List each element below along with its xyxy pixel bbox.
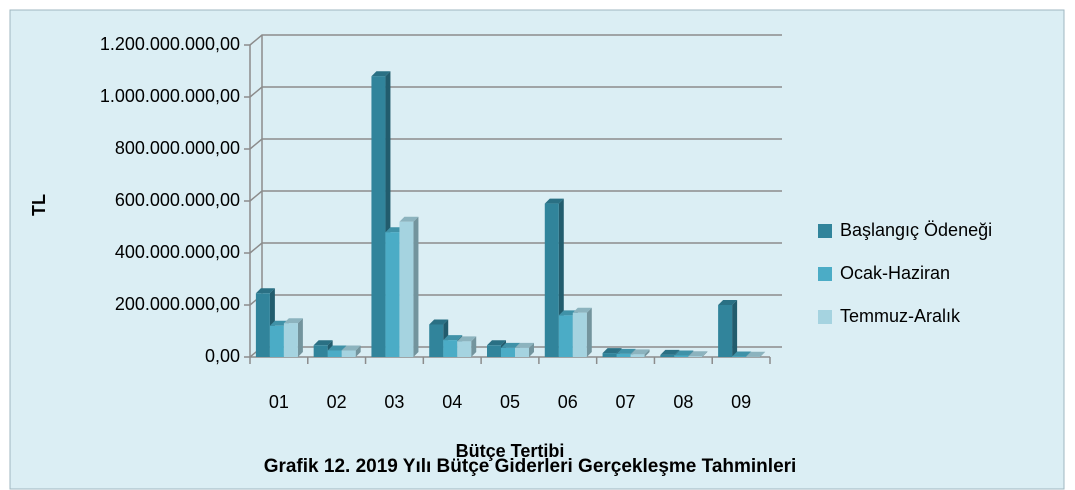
bar-top [674, 350, 694, 356]
bar-top [544, 198, 564, 204]
grid-line [249, 86, 782, 98]
bar [732, 356, 747, 357]
bar-side [760, 351, 766, 357]
legend-label: Temmuz-Aralık [840, 306, 961, 326]
bar-side [413, 216, 419, 357]
y-tick-label: 1.000.000.000,00 [100, 86, 240, 106]
bar [515, 347, 529, 357]
bar [602, 353, 617, 357]
bar-top [457, 336, 477, 342]
bar-top [327, 345, 347, 351]
bar-top [630, 349, 650, 355]
bar-side [529, 342, 534, 357]
bar [501, 347, 515, 357]
bar [371, 76, 386, 357]
bar-top [341, 345, 361, 351]
grid-line [249, 138, 782, 150]
bar [341, 350, 356, 357]
bar [718, 305, 733, 357]
y-tick-label: 1.200.000.000,00 [100, 34, 240, 54]
x-tick-label: 05 [500, 392, 520, 412]
y-axis-label: TL [29, 194, 49, 216]
bar-top [746, 351, 766, 357]
x-tick-label: 02 [327, 392, 347, 412]
bar-side [471, 336, 477, 357]
bar-top [443, 335, 463, 341]
bar [616, 353, 631, 357]
y-tick-label: 0,00 [205, 346, 240, 366]
bar [429, 324, 444, 357]
bar [572, 312, 587, 357]
bar-side [644, 349, 650, 357]
bar [457, 341, 472, 357]
y-tick-label: 600.000.000,00 [115, 190, 240, 210]
bar [630, 354, 645, 357]
x-tick-label: 09 [731, 392, 751, 412]
bar-top [616, 348, 636, 354]
bar [674, 355, 689, 357]
x-tick-label: 08 [673, 392, 693, 412]
bar-top [572, 307, 592, 313]
bar [255, 293, 270, 357]
bar [269, 325, 284, 357]
y-tick-label: 200.000.000,00 [115, 294, 240, 314]
x-tick-label: 04 [442, 392, 462, 412]
x-tick-label: 07 [616, 392, 636, 412]
bar [443, 340, 458, 357]
bar [283, 323, 298, 357]
bar-side [702, 351, 708, 357]
bar [313, 345, 328, 357]
bar [688, 356, 703, 357]
bar-top [283, 318, 303, 324]
bar-top [487, 340, 506, 346]
x-tick-label: 03 [384, 392, 404, 412]
bar-side [297, 318, 303, 357]
x-axis-label: Bütçe Tertibi [456, 441, 565, 461]
bar-top [255, 288, 275, 294]
bar-top [313, 340, 333, 346]
legend-swatch [818, 224, 832, 238]
bar [487, 345, 501, 357]
x-tick-label: 01 [269, 392, 289, 412]
y-tick-label: 400.000.000,00 [115, 242, 240, 262]
bar-top [602, 348, 622, 354]
bar [327, 350, 342, 357]
bar [544, 203, 559, 357]
chart-title: Grafik 12. 2019 Yılı Bütçe Giderleri Ger… [264, 456, 797, 477]
bar-side [732, 300, 738, 357]
bar-side [586, 307, 592, 357]
grid-line [249, 242, 782, 254]
bar [660, 354, 675, 357]
bar-top [429, 319, 449, 325]
grid-line [249, 34, 782, 46]
bar [558, 315, 573, 357]
bar-top [399, 216, 419, 222]
legend-label: Ocak-Haziran [840, 263, 950, 283]
bar-top [371, 71, 391, 77]
chart-background [9, 9, 1065, 490]
legend-swatch [818, 267, 832, 281]
y-tick-label: 800.000.000,00 [115, 138, 240, 158]
bar-top [515, 342, 534, 348]
x-tick-label: 06 [558, 392, 578, 412]
bar-top [660, 349, 680, 355]
bar-side [355, 345, 361, 357]
legend-label: Başlangıç Ödeneği [840, 220, 992, 240]
bar-top [732, 351, 752, 357]
bar-top [501, 342, 520, 348]
bar [399, 221, 414, 357]
legend-swatch [818, 310, 832, 324]
grid-line [249, 190, 782, 202]
bar-top [718, 300, 738, 305]
bar [385, 232, 400, 357]
bar-top [688, 351, 708, 357]
